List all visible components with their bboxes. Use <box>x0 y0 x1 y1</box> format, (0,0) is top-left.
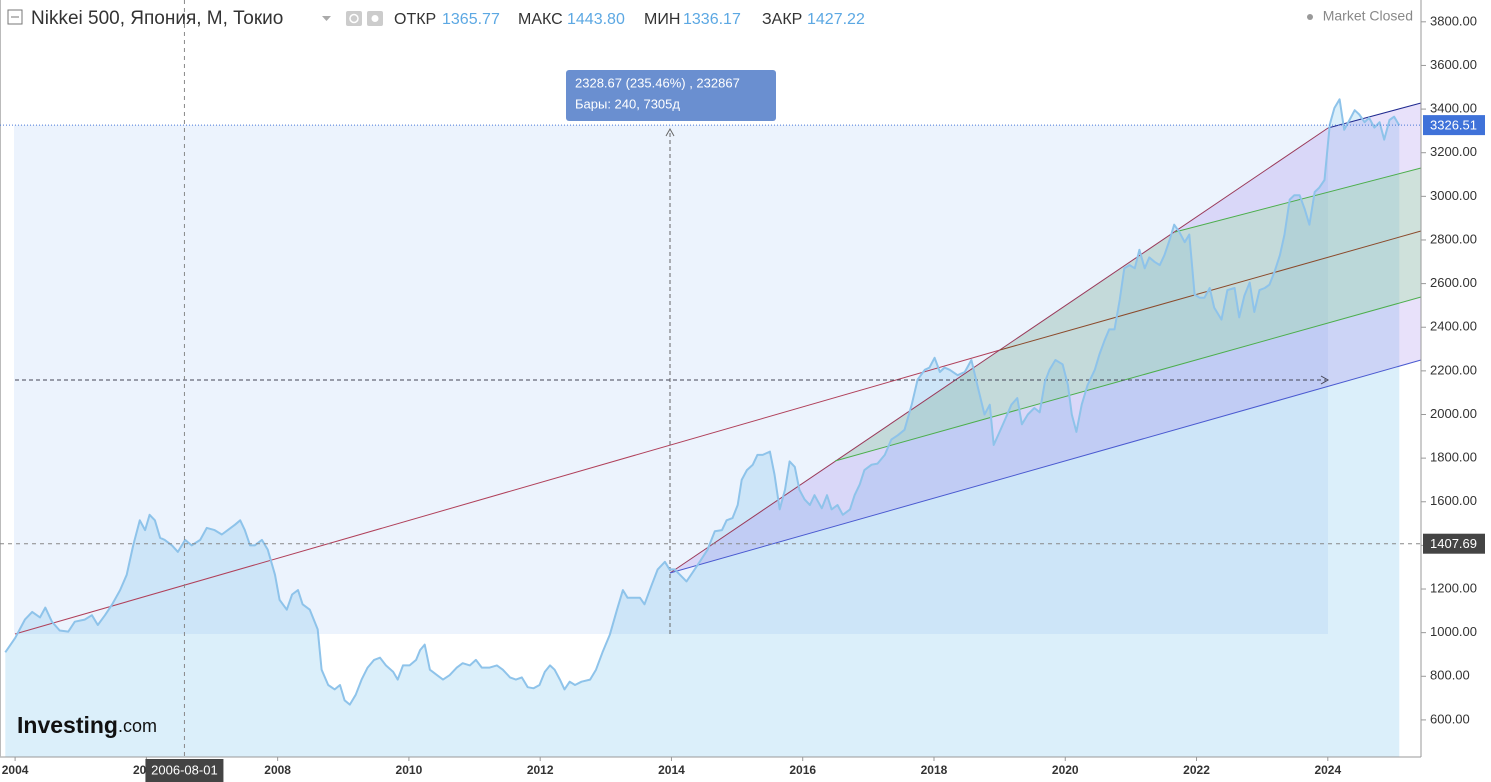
y-tick-label: 3000.00 <box>1430 188 1477 203</box>
y-tick-label: 3600.00 <box>1430 57 1477 72</box>
x-tick-label: 2012 <box>527 763 554 777</box>
dropdown-arrow[interactable] <box>322 16 331 21</box>
y-tick-label: 2400.00 <box>1430 319 1477 334</box>
stat-label: МИН <box>644 11 680 28</box>
area-fill <box>5 99 1400 758</box>
x-tick-label: 2008 <box>264 763 291 777</box>
fork-fill <box>670 103 1421 573</box>
tooltip-line: Бары: 240, 7305д <box>575 96 680 111</box>
stat-value: 1443.80 <box>567 11 625 28</box>
x-tick-label: 2004 <box>2 763 29 777</box>
x-tick-label: 2016 <box>789 763 816 777</box>
logo-domain: .com <box>118 716 157 736</box>
fork-line <box>1174 167 1422 233</box>
last-price-label: 3326.51 <box>1430 118 1477 133</box>
x-tick-label: 2020 <box>1052 763 1079 777</box>
y-tick-label: 3400.00 <box>1430 101 1477 116</box>
market-status: Market Closed <box>1323 8 1413 24</box>
drawing-tools <box>14 102 1422 635</box>
y-tick-label: 1800.00 <box>1430 450 1477 465</box>
y-tick-label: 2800.00 <box>1430 231 1477 246</box>
crosshair-x-box <box>145 759 224 782</box>
icon-button[interactable] <box>346 11 362 26</box>
trend-line <box>14 349 1001 635</box>
x-axis-panel <box>0 757 1421 782</box>
logo: Investing.com <box>17 712 157 738</box>
stat-value: 1365.77 <box>442 11 500 28</box>
arrow-head <box>1320 375 1330 385</box>
price-line <box>4 98 1401 706</box>
x-tick-label: 2018 <box>921 763 948 777</box>
fork-line <box>669 359 1422 574</box>
logo-name: Investing <box>17 712 118 738</box>
x-tick-label: 2010 <box>396 763 423 777</box>
overlay: 2328.67 (235.46%) , 232867 Бары: 240, 73… <box>7 8 1413 738</box>
tooltip-line: 2328.67 (235.46%) , 232867 <box>575 75 740 90</box>
stat-value: 1336.17 <box>683 11 741 28</box>
y-tick-label: 2200.00 <box>1430 362 1477 377</box>
y-tick-label: 3200.00 <box>1430 144 1477 159</box>
y-tick-label: 3800.00 <box>1430 13 1477 28</box>
stat-value: 1427.22 <box>807 11 865 28</box>
arrow-head <box>665 127 675 137</box>
y-tick-label: 800.00 <box>1430 668 1470 683</box>
fork-line <box>669 127 1329 574</box>
x-tick-label: 2024 <box>1314 763 1341 777</box>
y-tick-label: 2600.00 <box>1430 275 1477 290</box>
y-tick-label: 1600.00 <box>1430 493 1477 508</box>
y-tick-label: 1200.00 <box>1430 580 1477 595</box>
x-tick-label: 2022 <box>1183 763 1210 777</box>
measure-tooltip <box>566 70 776 121</box>
last-price-box <box>1423 115 1485 136</box>
icon-glyph <box>349 13 359 24</box>
stat-label: ЗАКР <box>762 11 802 28</box>
crosshair-y-box <box>1423 533 1485 554</box>
chart-title: Nikkei 500, Япония, M, Токио <box>31 8 283 29</box>
plot-area <box>5 99 1400 758</box>
y-tick-label: 1000.00 <box>1430 624 1477 639</box>
crosshair-y-label: 1407.69 <box>1430 536 1477 551</box>
status-dot <box>1307 14 1313 20</box>
stat-label: ОТКР <box>394 11 436 28</box>
fork-band <box>835 168 1421 461</box>
x-tick-label: 2014 <box>658 763 685 777</box>
y-tick-label: 2000.00 <box>1430 406 1477 421</box>
fork-line <box>834 296 1422 462</box>
crosshair-x-label: 2006-08-01 <box>151 762 218 777</box>
y-tick-label: 600.00 <box>1430 711 1470 726</box>
icon-glyph <box>371 15 379 22</box>
stat-label: МАКС <box>518 11 563 28</box>
